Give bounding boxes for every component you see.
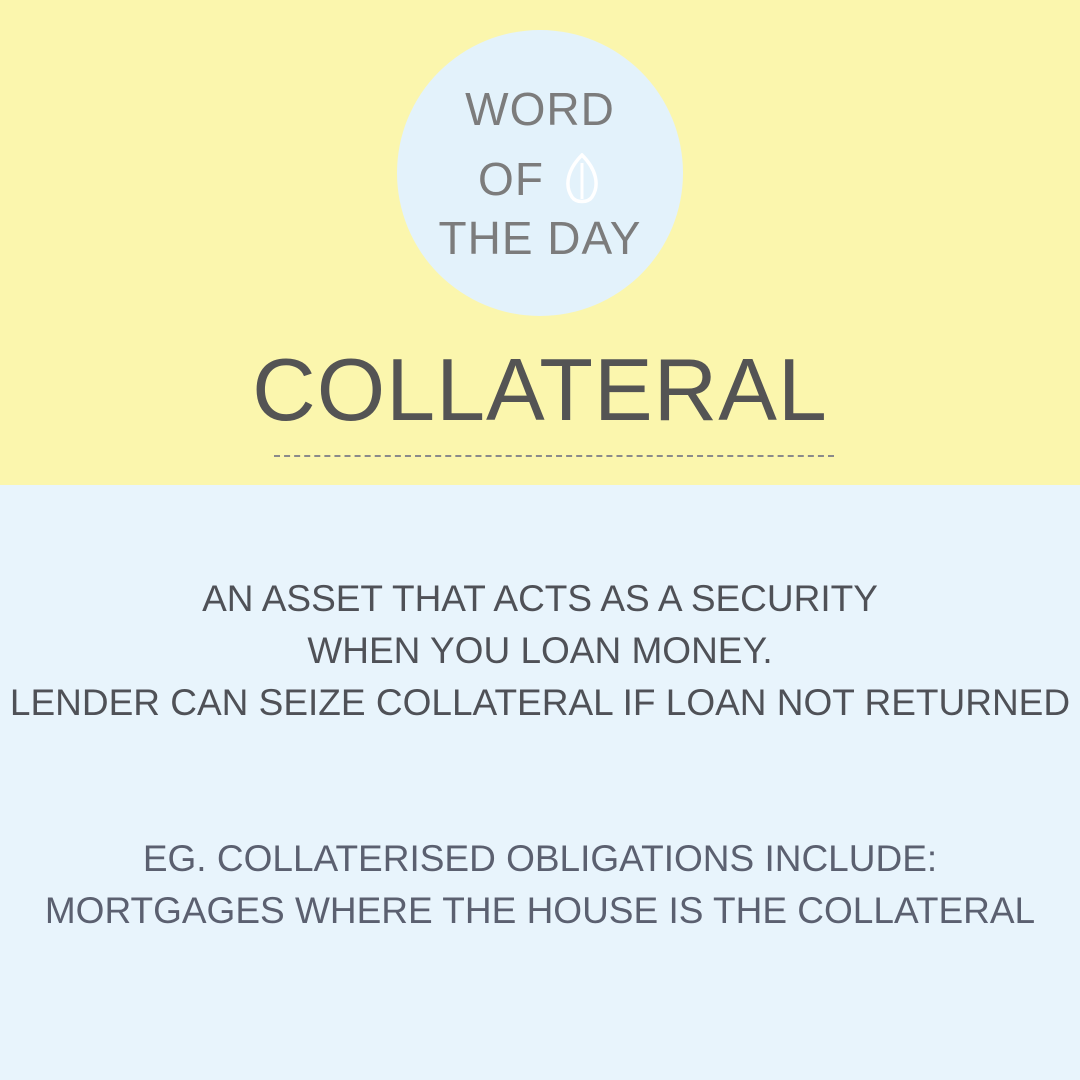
bottom-band	[0, 485, 1080, 1080]
word-of-the-day-badge	[397, 30, 683, 316]
badge-of-row: OF	[0, 152, 1080, 205]
badge-word-text: WORD	[465, 83, 615, 135]
definition-line: LENDER CAN SEIZE COLLATERAL IF LOAN NOT …	[9, 682, 1071, 723]
definition-line: WHEN YOU LOAN MONEY.	[307, 630, 773, 671]
badge-the-day-text: THE DAY	[438, 212, 642, 264]
example-line: EG. COLLATERISED OBLIGATIONS INCLUDE:	[142, 838, 938, 879]
headword-title: COLLATERAL	[252, 340, 828, 439]
example-line: MORTGAGES WHERE THE HOUSE IS THE COLLATE…	[44, 890, 1036, 931]
badge-of-text: OF	[478, 153, 544, 205]
leaf-icon	[562, 152, 602, 205]
definition-line: AN ASSET THAT ACTS AS A SECURITY	[202, 578, 878, 619]
dashed-divider	[274, 455, 834, 457]
